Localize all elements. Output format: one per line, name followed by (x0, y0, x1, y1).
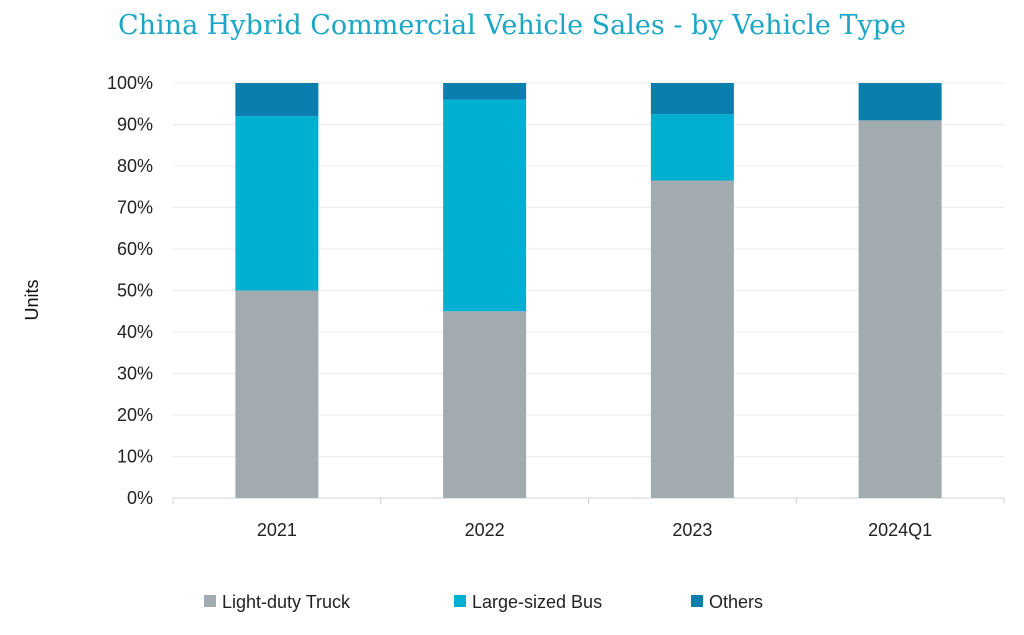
bar-segment (235, 83, 319, 117)
bar-segment (858, 83, 942, 121)
bar-segment (443, 99, 527, 312)
bar-segment (650, 180, 734, 498)
legend-item: Light-duty Truck (204, 592, 351, 612)
x-tick-label: 2023 (672, 520, 712, 540)
y-tick-label: 60% (117, 239, 153, 259)
legend-swatch (691, 595, 703, 607)
y-tick-label: 80% (117, 156, 153, 176)
y-tick-label: 0% (127, 488, 153, 508)
x-tick-label: 2024Q1 (868, 520, 932, 540)
y-tick-label: 100% (107, 73, 153, 93)
y-tick-label: 50% (117, 281, 153, 301)
legend-swatch (204, 595, 216, 607)
y-tick-label: 20% (117, 405, 153, 425)
bar-segment (858, 120, 942, 498)
bar-segment (650, 83, 734, 115)
y-tick-label: 70% (117, 198, 153, 218)
y-tick-label: 40% (117, 322, 153, 342)
legend-item: Large-sized Bus (454, 592, 602, 612)
bar-segment (443, 83, 527, 100)
y-tick-label: 10% (117, 447, 153, 467)
y-tick-label: 30% (117, 364, 153, 384)
chart-title: China Hybrid Commercial Vehicle Sales - … (118, 10, 906, 41)
legend-item: Others (691, 592, 763, 612)
legend-label: Others (709, 592, 763, 612)
x-axis: 2021 2022 2023 2024Q1 (172, 498, 1005, 540)
x-tick-label: 2021 (257, 520, 297, 540)
x-tick-label: 2022 (465, 520, 505, 540)
bar-segment (443, 311, 527, 498)
bars (235, 83, 942, 498)
bar-segment (650, 114, 734, 181)
y-axis-ticks: 0% 10% 20% 30% 40% 50% 60% 70% 80% 90% 100% (107, 73, 153, 508)
y-tick-label: 90% (117, 115, 153, 135)
bar-segment (235, 290, 319, 498)
legend-label: Light-duty Truck (222, 592, 351, 612)
legend-label: Large-sized Bus (472, 592, 602, 612)
bar-segment (235, 116, 319, 291)
legend: Light-duty Truck Large-sized Bus Others (204, 592, 763, 612)
legend-swatch (454, 595, 466, 607)
y-axis-label: Units (22, 279, 42, 320)
